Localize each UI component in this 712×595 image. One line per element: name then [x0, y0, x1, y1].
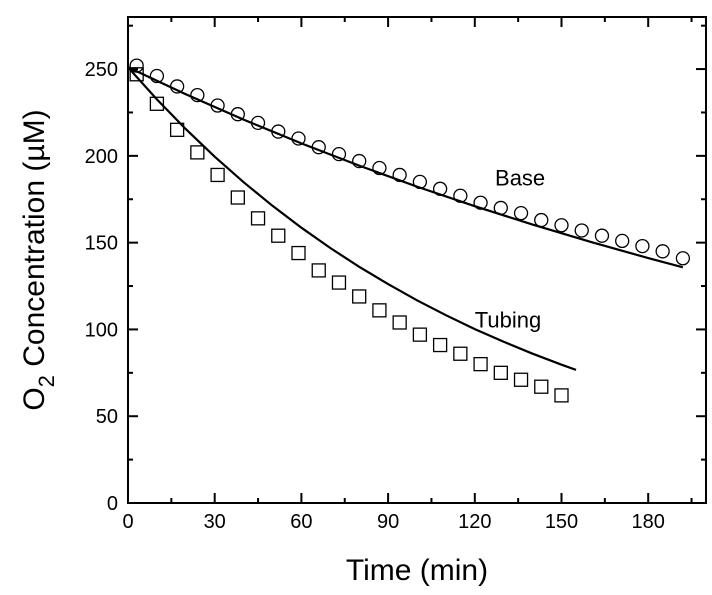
- x-axis-title: Time (min): [346, 554, 488, 587]
- x-tick-label: 0: [122, 511, 133, 533]
- point-base: [655, 244, 670, 259]
- point-tubing: [352, 289, 367, 304]
- fit-line-base: [127, 66, 684, 269]
- point-base: [493, 200, 508, 216]
- point-tubing: [432, 337, 448, 353]
- point-tubing: [271, 228, 286, 243]
- point-base: [412, 174, 428, 190]
- point-tubing: [129, 67, 144, 82]
- point-base: [615, 233, 630, 249]
- point-tubing: [493, 365, 508, 380]
- fit-curves: [127, 66, 684, 371]
- x-tick-label: 90: [377, 511, 399, 533]
- point-tubing: [513, 372, 529, 387]
- y-axis-title-subscript: 2: [34, 375, 59, 387]
- point-tubing: [149, 96, 165, 111]
- y-axis-title-rest: Concentration (: [18, 162, 51, 375]
- x-tick-label: 180: [632, 511, 665, 533]
- point-tubing: [372, 303, 387, 318]
- point-base: [271, 124, 286, 139]
- point-tubing: [554, 388, 569, 403]
- fit-line-tubing: [127, 66, 577, 371]
- y-tick-label: 150: [85, 233, 118, 255]
- point-tubing: [190, 145, 205, 160]
- tick-labels: 0 30 60 90 120 150 180 0 50 100 150 200 250: [85, 59, 665, 533]
- point-base: [453, 188, 468, 203]
- point-tubing: [331, 275, 347, 290]
- y-tick-label: 50: [96, 406, 118, 428]
- point-base: [513, 205, 529, 221]
- point-base: [190, 87, 205, 103]
- point-base: [230, 107, 245, 122]
- point-tubing: [534, 379, 549, 394]
- y-tick-label: 100: [85, 319, 118, 341]
- point-base: [169, 79, 185, 94]
- y-axis-title-unit: M): [18, 109, 51, 144]
- point-tubing: [473, 356, 488, 372]
- point-tubing: [230, 190, 245, 205]
- point-base: [311, 140, 326, 155]
- x-tick-label: 30: [204, 511, 226, 533]
- annotation-base: Base: [495, 165, 545, 190]
- point-base: [534, 212, 549, 228]
- point-base: [352, 153, 367, 169]
- point-tubing: [412, 327, 428, 342]
- point-tubing: [311, 263, 326, 278]
- point-base: [149, 68, 165, 84]
- point-base: [473, 195, 488, 210]
- point-tubing: [291, 245, 306, 261]
- axis-ticks: [127, 17, 706, 504]
- y-tick-label: 200: [85, 146, 118, 168]
- annotation-tubing: Tubing: [475, 308, 541, 333]
- point-base: [574, 223, 589, 238]
- point-base: [675, 251, 691, 266]
- point-base: [129, 58, 144, 73]
- data-points: [129, 58, 691, 403]
- point-base: [594, 228, 610, 243]
- x-tick-label: 120: [458, 511, 491, 533]
- plot-frame: [127, 16, 707, 504]
- point-base: [372, 160, 387, 176]
- point-base: [331, 146, 347, 162]
- y-tick-label: 250: [85, 59, 118, 81]
- y-axis-title-mu: µ: [18, 144, 51, 161]
- point-tubing: [169, 122, 185, 137]
- point-tubing: [210, 167, 225, 183]
- y-tick-label: 0: [107, 493, 118, 515]
- point-base: [291, 131, 306, 146]
- point-tubing: [250, 211, 266, 226]
- point-tubing: [453, 346, 468, 361]
- point-base: [432, 181, 448, 196]
- point-tubing: [392, 315, 407, 330]
- y-axis-title-main: O: [18, 387, 51, 410]
- point-base: [210, 98, 225, 113]
- x-tick-label: 60: [290, 511, 312, 533]
- y-axis-title: O2 Concentration (µM): [18, 109, 59, 410]
- point-base: [392, 167, 407, 183]
- point-base: [554, 218, 569, 233]
- point-base: [250, 115, 266, 131]
- series-annotations: Base Tubing: [475, 165, 545, 332]
- point-base: [635, 238, 650, 254]
- x-tick-label: 150: [545, 511, 578, 533]
